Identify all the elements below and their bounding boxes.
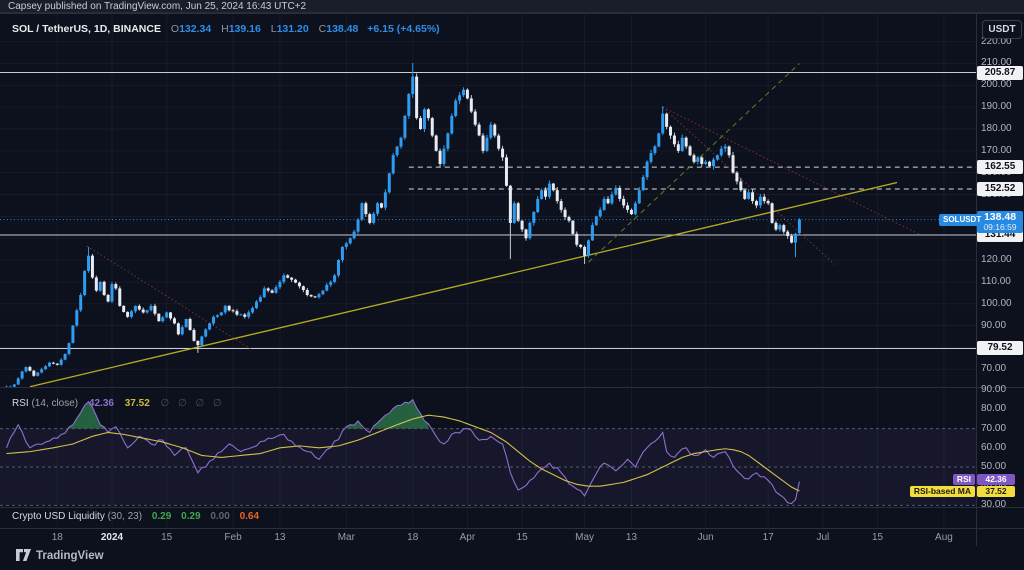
rsi-overbought-fill bbox=[373, 399, 429, 429]
price-line-label: 162.55 bbox=[977, 160, 1023, 175]
time-tick-label: 18 bbox=[407, 532, 419, 543]
rsi-value: 42.36 bbox=[88, 398, 114, 409]
time-tick-label: 15 bbox=[871, 532, 884, 543]
current-price-label: 138.48 09:16:59 bbox=[977, 211, 1023, 233]
symbol-price-tag: SOLUSDT bbox=[939, 214, 986, 226]
rsi-ma-line bbox=[6, 414, 800, 492]
time-tick-label: Jun bbox=[697, 532, 714, 543]
liquidity-value-1: 0.29 bbox=[151, 511, 172, 522]
price-tick-label: 120.00 bbox=[981, 254, 1012, 266]
time-tick-label: 17 bbox=[762, 532, 774, 543]
open-label: O bbox=[170, 23, 180, 35]
candles bbox=[5, 63, 801, 387]
price-tick-label: 190.00 bbox=[981, 101, 1012, 113]
rsi-empty-values: ∅ ∅ ∅ ∅ bbox=[160, 398, 225, 409]
grid bbox=[0, 14, 976, 529]
current-price-value: 138.48 bbox=[983, 211, 1017, 223]
long-term-support bbox=[29, 181, 898, 387]
low-label: L bbox=[270, 23, 277, 35]
time-tick-label: May bbox=[575, 532, 595, 543]
time-tick-label: Jul bbox=[816, 532, 830, 543]
high-value: 139.16 bbox=[228, 23, 261, 35]
price-line-label: 205.87 bbox=[977, 65, 1023, 80]
price-tick-label: 70.00 bbox=[981, 363, 1007, 375]
rsi-tick-label: 70.00 bbox=[981, 422, 1007, 434]
liquidity-params: (30, 23) bbox=[107, 511, 143, 522]
price-tick-label: 180.00 bbox=[981, 123, 1012, 134]
rsi-params: (14, close) bbox=[31, 398, 79, 409]
price-tick-label: 210.00 bbox=[981, 57, 1012, 69]
symbol-legend[interactable]: SOL / TetherUS, 1D, BINANCE O132.34 H139… bbox=[12, 23, 440, 35]
publish-text: Capsey published on TradingView.com, Jun… bbox=[8, 1, 307, 12]
rsi-axis-value: 42.36 bbox=[977, 474, 1015, 485]
rsi-legend[interactable]: RSI (14, close) 42.36 37.52 ∅ ∅ ∅ ∅ bbox=[12, 398, 225, 409]
rsi-tick-label: 30.00 bbox=[981, 499, 1007, 511]
rsi-plot bbox=[5, 398, 800, 505]
rsi-ma-line-tag: RSI-based MA bbox=[909, 486, 975, 497]
tradingview-brand-text: TradingView bbox=[36, 549, 104, 562]
time-tick-label: 15 bbox=[516, 532, 528, 543]
time-tick-label: Apr bbox=[459, 532, 476, 543]
rsi-tick-label: 40.00 bbox=[981, 480, 1006, 492]
price-tick-label: 170.00 bbox=[981, 144, 1012, 156]
low-value: 131.20 bbox=[276, 23, 309, 35]
price-tick-label: 110.00 bbox=[981, 275, 1011, 287]
december-downtrend bbox=[86, 245, 253, 351]
time-tick-label: 2024 bbox=[100, 532, 124, 543]
rsi-title[interactable]: RSI bbox=[12, 398, 29, 409]
rsi-tick-label: 60.00 bbox=[981, 441, 1007, 453]
open-value: 132.34 bbox=[179, 23, 212, 35]
time-tick-label: 18 bbox=[51, 532, 63, 543]
rsi-tick-label: 50.00 bbox=[981, 461, 1007, 472]
tradingview-logo-icon bbox=[16, 549, 31, 561]
rsi-overbought-fill bbox=[346, 420, 362, 429]
price-line-label: 79.52 bbox=[977, 341, 1023, 356]
tradingview-footer[interactable]: TradingView bbox=[16, 549, 104, 562]
may-downtrend-shallow bbox=[662, 106, 921, 236]
rsi-tick-label: 90.00 bbox=[981, 384, 1007, 396]
change-value: +6.15 (+4.65%) bbox=[367, 23, 440, 35]
high-label: H bbox=[221, 23, 229, 35]
rsi-ma-axis-value: 37.52 bbox=[977, 486, 1015, 497]
symbol-title[interactable]: SOL / TetherUS, 1D, BINANCE bbox=[12, 23, 161, 35]
rsi-overbought-fill bbox=[68, 401, 105, 429]
price-line-label: 152.52 bbox=[977, 182, 1023, 197]
liquidity-value-2: 0.29 bbox=[181, 511, 201, 522]
time-tick-label: Aug bbox=[935, 532, 953, 543]
time-tick-label: 13 bbox=[274, 532, 286, 543]
currency-unit-button[interactable]: USDT bbox=[982, 20, 1022, 39]
liquidity-legend[interactable]: Crypto USD Liquidity (30, 23) 0.29 0.29 … bbox=[12, 511, 259, 522]
rsi-line-tag: RSI bbox=[952, 474, 975, 485]
price-tick-label: 220.00 bbox=[981, 35, 1012, 47]
price-tick-label: 200.00 bbox=[981, 79, 1012, 91]
close-value: 138.48 bbox=[326, 23, 359, 35]
liquidity-value-4: 0.64 bbox=[239, 511, 260, 522]
rsi-tick-label: 80.00 bbox=[981, 403, 1007, 415]
time-tick-label: Feb bbox=[224, 532, 242, 543]
horizontal-price-lines[interactable] bbox=[0, 72, 976, 349]
close-label: C bbox=[318, 23, 327, 35]
liquidity-value-3: 0.00 bbox=[210, 511, 230, 522]
liquidity-title[interactable]: Crypto USD Liquidity bbox=[12, 511, 105, 522]
candle-countdown: 09:16:59 bbox=[983, 222, 1017, 232]
publish-bar: Capsey published on TradingView.com, Jun… bbox=[0, 0, 1024, 13]
time-tick-label: 13 bbox=[625, 532, 638, 543]
time-tick-label: Mar bbox=[337, 532, 355, 543]
price-tick-label: 90.00 bbox=[981, 319, 1007, 331]
may-downtrend-steep bbox=[662, 106, 835, 265]
time-tick-label: 15 bbox=[161, 532, 173, 543]
price-tick-label: 100.00 bbox=[981, 297, 1012, 309]
rsi-ma-value: 37.52 bbox=[124, 398, 150, 409]
